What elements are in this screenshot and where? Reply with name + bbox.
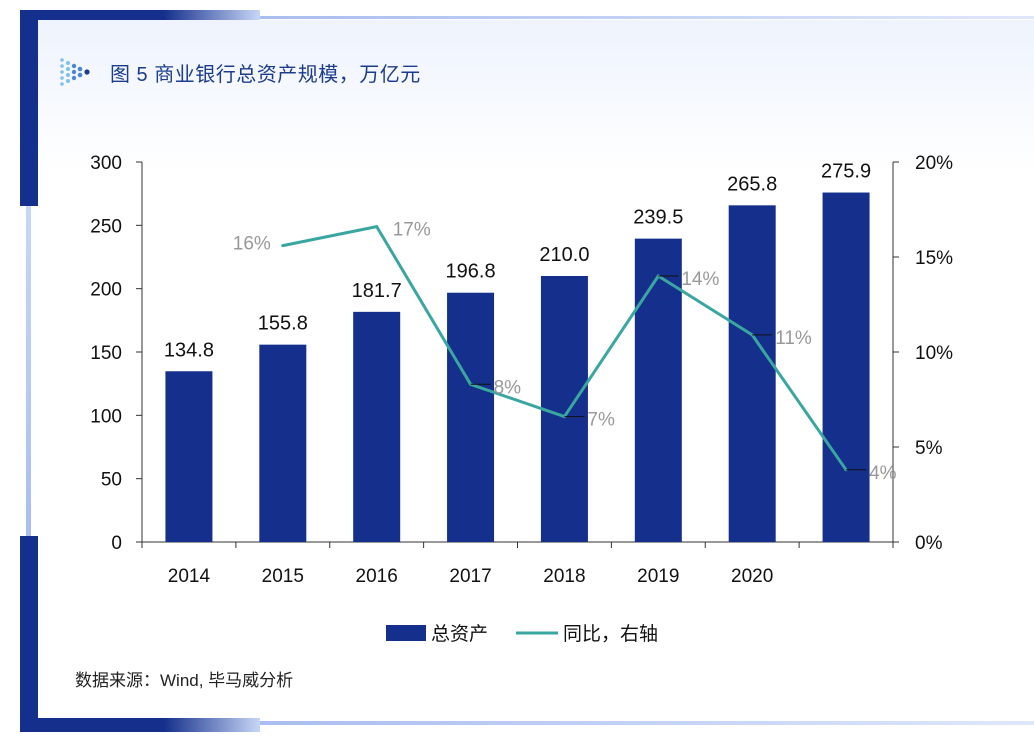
bar xyxy=(165,371,213,542)
line-point xyxy=(281,244,285,248)
line-data-label: 4% xyxy=(869,463,897,484)
y-right-tick-label: 5% xyxy=(915,438,943,459)
frame-bottom-right-line xyxy=(260,721,1034,725)
frame-left-upper-bar xyxy=(20,10,38,206)
line-data-label: 11% xyxy=(775,328,812,349)
bar-data-label: 196.8 xyxy=(446,261,496,283)
y-left-tick-label: 50 xyxy=(101,470,122,491)
bar-data-label: 210.0 xyxy=(539,244,589,266)
bar xyxy=(822,192,870,542)
bar-data-label: 181.7 xyxy=(352,280,402,302)
y-left-tick-label: 150 xyxy=(90,343,122,364)
y-right-tick-label: 20% xyxy=(915,153,953,174)
frame-bottom-left-bar xyxy=(20,718,260,732)
bar xyxy=(353,311,401,542)
y-left-tick-label: 0 xyxy=(111,533,122,554)
line-data-label: 8% xyxy=(494,377,522,398)
frame-top-right-line xyxy=(260,16,1034,19)
x-tick-label: 2020 xyxy=(731,566,773,587)
bar xyxy=(259,344,307,542)
bar-data-label: 134.8 xyxy=(164,339,214,361)
legend-line-label: 同比，右轴 xyxy=(563,623,658,645)
bar xyxy=(728,205,776,542)
frame-top-left-bar xyxy=(20,10,260,21)
bar-data-label: 239.5 xyxy=(633,207,683,229)
line-data-label: 16% xyxy=(233,234,271,255)
x-tick-label: 2014 xyxy=(168,566,211,587)
y-right-tick-label: 15% xyxy=(915,248,953,269)
y-right-tick-label: 0% xyxy=(915,533,943,554)
legend-bar-label: 总资产 xyxy=(431,623,488,645)
bar-data-label: 275.9 xyxy=(821,161,871,183)
bar xyxy=(447,292,495,542)
x-tick-label: 2018 xyxy=(543,566,585,587)
frame-left-lower-bar xyxy=(20,536,38,732)
y-left-tick-label: 100 xyxy=(90,406,122,427)
x-tick-label: 2017 xyxy=(449,566,491,587)
x-tick-label: 2016 xyxy=(356,566,398,587)
bar xyxy=(540,276,588,542)
data-source-note: 数据来源：Wind, 毕马威分析 xyxy=(75,671,294,690)
line-point xyxy=(375,225,379,229)
bar-data-label: 265.8 xyxy=(727,173,777,195)
bar xyxy=(634,238,682,542)
dot-matrix-icon xyxy=(60,58,90,86)
line-data-label: 17% xyxy=(393,220,431,241)
x-tick-label: 2019 xyxy=(637,566,679,587)
line-data-label: 7% xyxy=(587,410,615,431)
x-tick-label: 2015 xyxy=(262,566,304,587)
legend-bar-swatch xyxy=(386,625,426,641)
y-left-tick-label: 300 xyxy=(90,153,122,174)
y-left-tick-label: 250 xyxy=(90,216,122,237)
y-left-tick-label: 200 xyxy=(90,280,122,301)
frame-left-thin-line xyxy=(26,206,31,536)
bar-data-label: 155.8 xyxy=(258,313,308,335)
y-right-tick-label: 10% xyxy=(915,343,953,364)
chart-title: 图 5 商业银行总资产规模，万亿元 xyxy=(110,63,421,86)
line-data-label: 14% xyxy=(681,269,719,290)
chart-header: 图 5 商业银行总资产规模，万亿元 xyxy=(58,56,421,88)
